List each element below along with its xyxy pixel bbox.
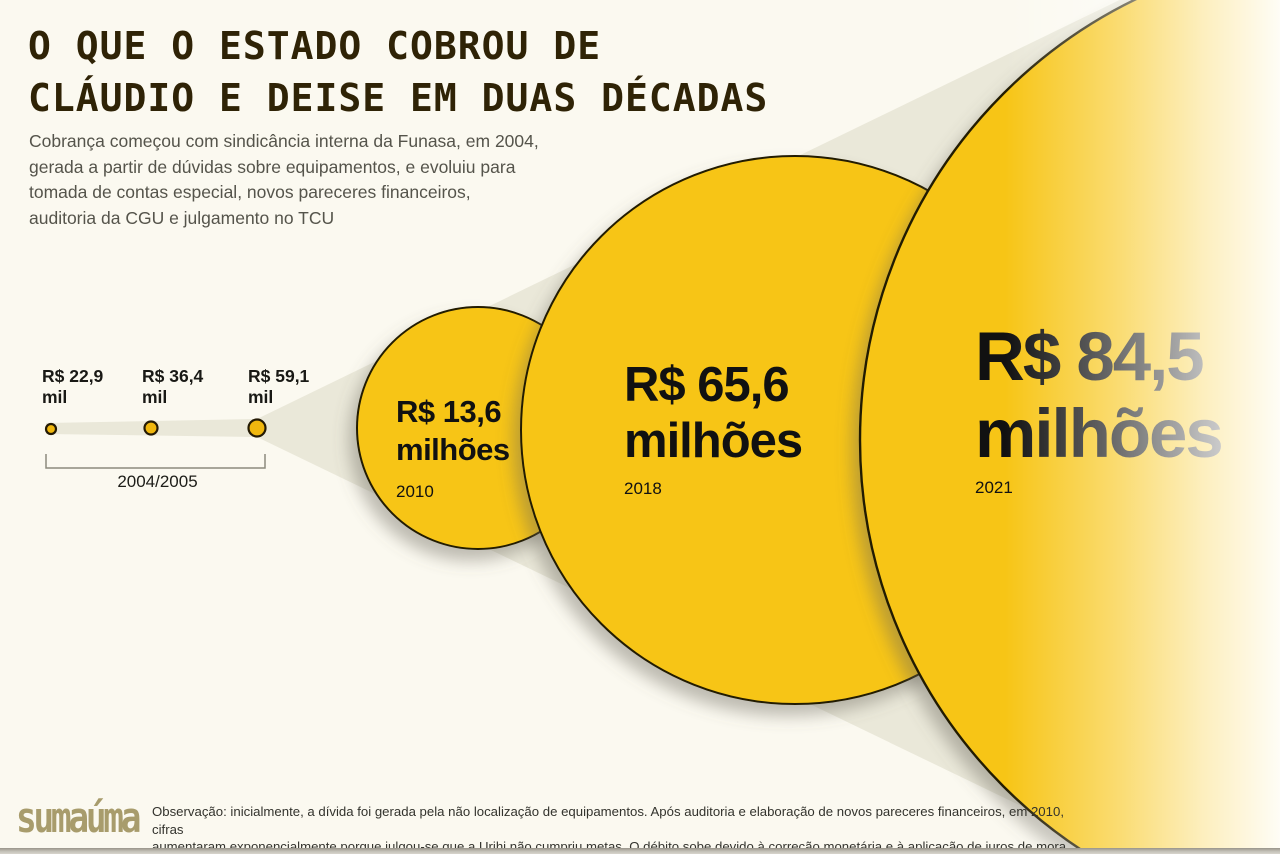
milestone-dot-1 [44,422,58,436]
milestone-unit: mil [248,387,274,407]
bubble-value: R$ 13,6 [396,394,502,429]
bubble-year: 2010 [396,482,434,501]
bubble-value: R$ 84,5 [975,318,1205,395]
bubble-value: R$ 65,6 [624,358,790,412]
bubble-unit: milhões [624,414,803,468]
subtitle-line: tomada de contas especial, novos parecer… [29,182,471,202]
year-bracket [45,454,266,469]
subtitle-line: gerada a partir de dúvidas sobre equipam… [29,156,516,177]
bubble-label-2018: R$ 65,6 milhões 2018 [624,357,803,499]
bottom-edge-bar [0,848,1280,854]
bubble-unit: milhões [396,432,510,467]
bubble-label-2021: R$ 84,5 milhões 2021 [975,318,1224,498]
title-line-2: CLÁUDIO E DEISE EM DUAS DÉCADAS [28,76,769,120]
page-subtitle: Cobrança começou com sindicância interna… [29,129,539,231]
observation-note: Observação: inicialmente, a dívida foi g… [152,803,1087,854]
bubble-unit: milhões [975,395,1224,472]
milestone-value: R$ 59,1 [248,366,310,386]
bubble-label-2010: R$ 13,6 milhões 2010 [396,393,510,502]
milestone-unit: mil [42,387,68,407]
milestone-value: R$ 36,4 [142,366,204,386]
title-line-1: O QUE O ESTADO COBROU DE [28,24,602,68]
sumauma-logo: sumaúma [16,793,141,842]
milestone-dot-3 [247,418,267,438]
note-line-1: Observação: inicialmente, a dívida foi g… [152,804,1064,837]
page-title: O QUE O ESTADO COBROU DE CLÁUDIO E DEISE… [28,20,768,124]
bubble-year: 2018 [624,479,662,498]
milestone-label-2: R$ 36,4 mil [142,366,203,408]
bubble-year: 2021 [975,478,1013,497]
milestone-dot-2 [143,420,159,436]
milestone-unit: mil [142,387,168,407]
milestone-label-1: R$ 22,9 mil [42,366,103,408]
bracket-label: 2004/2005 [117,472,198,491]
subtitle-line: Cobrança começou com sindicância interna… [29,131,539,151]
milestone-label-3: R$ 59,1 mil [248,366,309,408]
subtitle-line: auditoria da CGU e julgamento no TCU [29,207,335,228]
milestone-value: R$ 22,9 [42,366,104,386]
